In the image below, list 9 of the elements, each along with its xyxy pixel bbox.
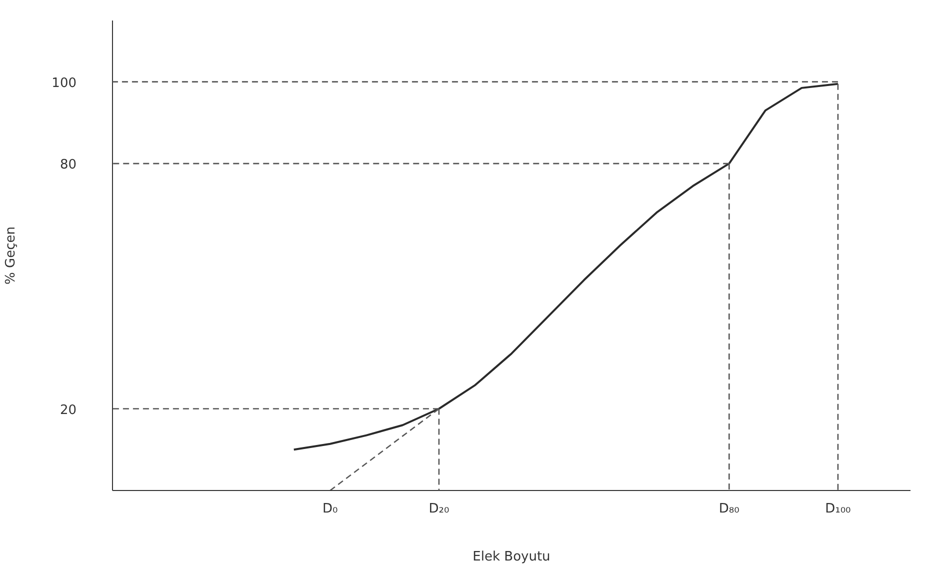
y-tick-label: 80 xyxy=(60,158,77,173)
x-tick-label: D₀ xyxy=(322,502,338,516)
x-tick-label: D₁₀₀ xyxy=(825,502,851,516)
x-axis-title: Elek Boyutu xyxy=(472,550,550,564)
x-tick-label: D₂₀ xyxy=(428,502,450,516)
x-tick-label: D₈₀ xyxy=(718,502,740,516)
y-tick-label: 20 xyxy=(60,402,77,418)
y-tick-label: 100 xyxy=(52,76,77,91)
y-axis-title: % Geçen xyxy=(4,226,19,284)
